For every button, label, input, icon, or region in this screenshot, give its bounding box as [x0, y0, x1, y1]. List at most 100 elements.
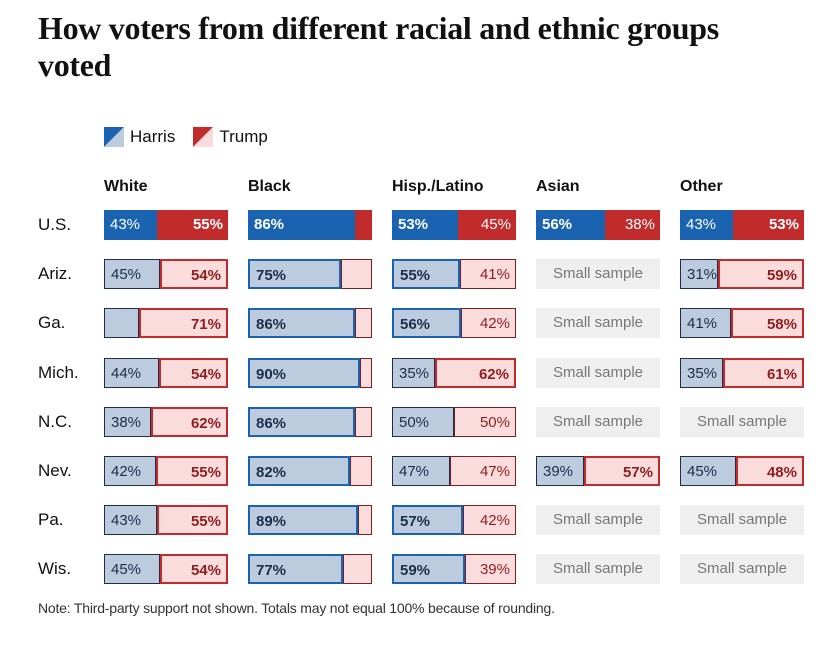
bar-ga-hisp-latino: 56% 42% — [392, 308, 516, 338]
harris-segment: 56% — [536, 210, 605, 240]
bar-nev-white: 42% 55% — [104, 456, 228, 486]
bar-u-s-hisp-latino: 53% 45% — [392, 210, 516, 240]
bar-pa-black: 89% — [248, 505, 372, 535]
harris-value-label: 39% — [543, 463, 574, 480]
small-sample-mich-asian: Small sample — [536, 358, 660, 388]
harris-segment: 45% — [680, 456, 736, 486]
trump-value-label: 41% — [479, 266, 510, 283]
trump-segment: 62% — [435, 358, 516, 388]
bar-ariz-other: 31% 59% — [680, 259, 804, 289]
harris-value-label: 45% — [111, 266, 142, 283]
bar-ariz-hisp-latino: 55% 41% — [392, 259, 516, 289]
trump-swatch-icon — [193, 127, 214, 147]
trump-value-label: 39% — [479, 561, 510, 578]
bar-n-c-black: 86% — [248, 407, 372, 437]
bar-ga-white: 71% — [104, 308, 228, 338]
row-label-u-s: U.S. — [38, 215, 72, 234]
trump-value-label: 50% — [479, 414, 510, 431]
harris-value-label: 56% — [542, 216, 573, 233]
harris-value-label: 38% — [111, 414, 142, 431]
harris-segment: 86% — [248, 407, 355, 437]
trump-value-label: 55% — [190, 513, 221, 530]
bar-n-c-hisp-latino: 50% 50% — [392, 407, 516, 437]
harris-segment: 42% — [104, 456, 156, 486]
harris-value-label: 35% — [399, 365, 430, 382]
column-header-other: Other — [680, 178, 723, 195]
trump-segment — [358, 505, 372, 535]
harris-segment: 57% — [392, 505, 463, 535]
row-label-mich: Mich. — [38, 363, 79, 382]
trump-segment: 62% — [151, 407, 228, 437]
harris-value-label: 57% — [400, 513, 431, 530]
trump-segment: 54% — [160, 554, 228, 584]
bar-u-s-asian: 56% 38% — [536, 210, 660, 240]
trump-segment — [355, 407, 372, 437]
harris-value-label: 47% — [399, 463, 430, 480]
bar-ariz-white: 45% 54% — [104, 259, 228, 289]
harris-value-label: 82% — [256, 464, 287, 481]
bar-u-s-black: 86% — [248, 210, 372, 240]
trump-segment: 55% — [156, 456, 228, 486]
harris-value-label: 41% — [687, 315, 718, 332]
row-label-ariz: Ariz. — [38, 264, 72, 283]
harris-value-label: 77% — [256, 562, 287, 579]
harris-segment: 45% — [104, 554, 160, 584]
column-header-white: White — [104, 178, 148, 195]
row-label-n-c: N.C. — [38, 412, 72, 431]
harris-segment: 50% — [392, 407, 454, 437]
trump-value-label: 62% — [478, 366, 509, 383]
trump-segment: 47% — [450, 456, 516, 486]
trump-value-label: 54% — [190, 366, 221, 383]
trump-value-label: 62% — [190, 415, 221, 432]
trump-segment: 61% — [723, 358, 804, 388]
trump-segment: 59% — [718, 259, 804, 289]
column-header-hisp-latino: Hisp./Latino — [392, 178, 484, 195]
trump-segment: 53% — [733, 210, 804, 240]
harris-segment: 82% — [248, 456, 350, 486]
chart-note: Note: Third-party support not shown. Tot… — [38, 600, 555, 616]
harris-segment: 59% — [392, 554, 465, 584]
harris-segment: 89% — [248, 505, 358, 535]
trump-segment: 58% — [731, 308, 804, 338]
small-sample-ariz-asian: Small sample — [536, 259, 660, 289]
trump-segment: 50% — [454, 407, 516, 437]
bar-wis-hisp-latino: 59% 39% — [392, 554, 516, 584]
harris-value-label: 45% — [111, 561, 142, 578]
harris-segment: 38% — [104, 407, 151, 437]
harris-segment: 44% — [104, 358, 159, 388]
trump-value-label: 54% — [190, 562, 221, 579]
trump-segment — [350, 456, 372, 486]
harris-segment: 86% — [248, 210, 355, 240]
harris-value-label: 86% — [254, 216, 285, 233]
trump-segment: 41% — [460, 259, 516, 289]
trump-value-label: 38% — [624, 216, 655, 233]
bar-mich-hisp-latino: 35% 62% — [392, 358, 516, 388]
row-label-wis: Wis. — [38, 559, 72, 578]
trump-segment — [355, 308, 372, 338]
harris-value-label: 44% — [111, 365, 142, 382]
trump-segment: 57% — [584, 456, 660, 486]
legend-label-harris: Harris — [130, 127, 176, 146]
harris-swatch-icon — [104, 127, 124, 147]
harris-segment: 45% — [104, 259, 160, 289]
harris-value-label: 45% — [687, 463, 718, 480]
harris-segment: 43% — [680, 210, 733, 240]
trump-value-label: 55% — [190, 464, 221, 481]
bar-pa-white: 43% 55% — [104, 505, 228, 535]
harris-value-label: 43% — [110, 216, 141, 233]
trump-value-label: 42% — [479, 512, 510, 529]
legend-item-trump: Trump — [193, 127, 268, 147]
trump-value-label: 47% — [479, 463, 510, 480]
harris-value-label: 89% — [256, 513, 287, 530]
row-label-nev: Nev. — [38, 461, 72, 480]
harris-segment: 35% — [680, 358, 723, 388]
harris-value-label: 55% — [400, 267, 431, 284]
bar-u-s-white: 43% 55% — [104, 210, 228, 240]
bar-ariz-black: 75% — [248, 259, 372, 289]
harris-value-label: 53% — [398, 216, 429, 233]
small-sample-pa-asian: Small sample — [536, 505, 660, 535]
bar-mich-black: 90% — [248, 358, 372, 388]
harris-segment: 41% — [680, 308, 731, 338]
trump-segment: 42% — [463, 505, 516, 535]
bar-pa-hisp-latino: 57% 42% — [392, 505, 516, 535]
